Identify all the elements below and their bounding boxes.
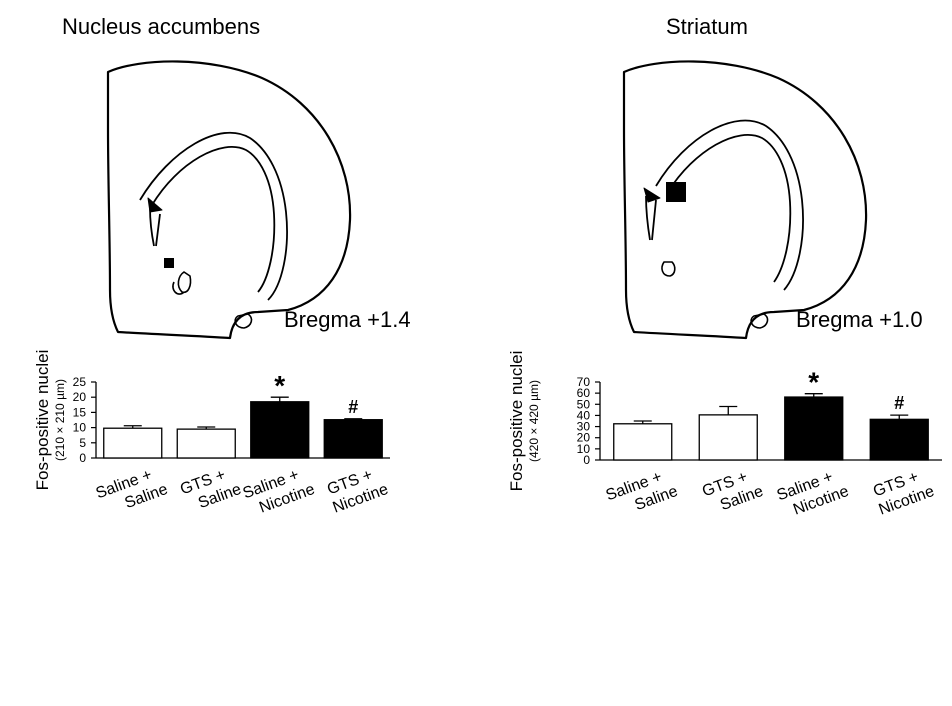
x-tick-label: Saline +Saline [94,463,171,520]
bar [613,423,673,461]
significance-marker: * [274,370,285,401]
x-tick-label: GTS +Nicotine [324,463,391,517]
y-tick-label: 5 [79,436,86,450]
y-tick-label: 40 [577,408,591,422]
bregma-label-right: Bregma +1.0 [796,307,923,332]
y-tick-label: 70 [577,375,591,389]
bregma-label-left: Bregma +1.4 [284,307,411,332]
significance-marker: # [348,397,358,417]
nucleus-accumbens-marker [164,258,174,268]
x-tick-label: GTS +Saline [178,463,244,516]
bar [698,414,758,461]
y-axis-sublabel: (420 × 420 µm) [527,380,541,462]
left-panel-title: Nucleus accumbens [62,14,261,39]
significance-marker: # [894,393,904,413]
bar [176,428,236,459]
y-tick-label: 15 [73,405,87,419]
striatum-marker [666,182,686,202]
brain-section-right [622,60,868,340]
y-tick-label: 50 [577,397,591,411]
bar [250,401,310,459]
x-tick-label: Saline +Saline [604,465,681,522]
brain-section-left [106,60,352,340]
y-axis-sublabel: (210 × 210 µm) [53,379,67,461]
y-tick-label: 30 [577,420,591,434]
y-tick-label: 0 [583,453,590,467]
y-tick-label: 0 [79,451,86,465]
y-axis-label: Fos-positive nuclei [507,351,526,492]
y-tick-label: 10 [577,442,591,456]
right-panel-title: Striatum [666,14,748,39]
bar [869,418,929,461]
y-tick-label: 25 [73,375,87,389]
bar [103,427,163,459]
x-tick-label: GTS +Nicotine [870,465,937,519]
x-tick-label: GTS +Saline [700,465,766,518]
y-tick-label: 20 [577,431,591,445]
y-tick-label: 60 [577,386,591,400]
x-tick-label: Saline +Nicotine [241,463,318,520]
bar [323,419,383,459]
bar [784,396,844,461]
y-tick-label: 10 [73,421,87,435]
significance-marker: * [808,367,819,398]
y-axis-label: Fos-positive nuclei [33,350,52,491]
x-tick-label: Saline +Nicotine [775,465,852,522]
y-tick-label: 20 [73,390,87,404]
